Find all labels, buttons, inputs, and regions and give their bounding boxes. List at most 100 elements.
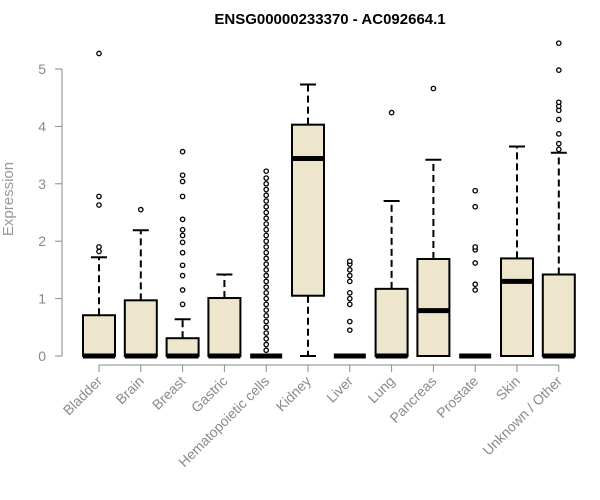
outlier-point [179,148,186,155]
outlier-point [472,260,479,266]
outlier-point [263,295,270,302]
outlier-point [263,215,270,222]
box [416,257,451,357]
outlier-point [263,175,270,181]
outlier-point [346,327,353,334]
outlier-point [179,272,186,279]
outlier-point [263,168,270,175]
outlier-point [263,198,270,204]
outlier-point [179,193,186,200]
outlier-point [96,50,102,57]
outlier-point [179,262,186,269]
box [500,257,534,358]
outlier-point [555,67,562,73]
outlier-point [263,341,270,348]
outlier-point [472,203,479,210]
outlier-point [263,307,270,313]
outlier-point [555,40,562,47]
y-tick-label: 3 [38,176,46,192]
outlier-point [472,281,479,288]
chart-title: ENSG00000233370 - AC092664.1 [214,11,445,28]
outlier-point [263,221,270,227]
outlier-point [96,248,102,255]
outlier-point [263,347,270,354]
outlier-point [96,202,102,208]
box [291,123,325,297]
outlier-point [263,226,270,233]
outlier-point [263,238,270,245]
y-tick-label: 5 [38,61,46,77]
y-tick-label: 1 [38,291,46,307]
outlier-point [346,258,353,265]
outlier-point [263,290,270,296]
outlier-point [555,99,562,106]
x-tick-label: Skin [493,373,524,404]
outlier-point [179,178,186,185]
outlier-point [263,186,270,193]
outlier-point [263,244,270,250]
outlier-point [263,318,270,325]
outlier-point [555,140,562,147]
box [541,273,576,358]
outlier-point [179,216,186,223]
x-tick-label: Kidney [273,373,315,415]
outlier-point [263,261,270,268]
x-tick-label: Liver [323,373,356,406]
outlier-point [346,278,353,285]
outlier-point [430,85,437,92]
outlier-point [263,324,270,331]
outlier-point [179,172,186,179]
x-tick-label: Breast [149,373,189,413]
outlier-point [179,287,186,293]
outlier-point [179,226,186,233]
outlier-point [137,206,144,213]
outlier-point [263,255,270,262]
outlier-point [388,109,395,116]
outlier-point [263,312,270,319]
outlier-point [179,239,186,246]
outlier-point [472,287,479,293]
x-tick-label: Unknown / Other [479,373,565,459]
outlier-point [263,284,270,290]
outlier-point [472,187,479,194]
y-tick-label: 2 [38,233,46,249]
box [165,337,200,357]
box [123,299,158,357]
y-tick-label: 4 [38,118,46,134]
box [374,287,409,358]
box [207,297,242,357]
outlier-point [555,116,562,123]
outlier-point [555,131,562,137]
outlier-point [263,249,270,256]
outlier-point [346,301,353,308]
outlier-point [263,330,270,336]
outlier-point [346,290,353,296]
outlier-point [263,203,270,210]
outlier-point [96,193,102,200]
outlier-point [346,318,353,325]
outlier-point [263,192,270,199]
outlier-point [263,335,270,342]
outlier-point [263,232,270,239]
outlier-point [263,301,270,308]
outlier-point [263,267,270,273]
y-tick-label: 0 [38,348,46,364]
x-tick-label: Bladder [60,373,106,419]
outlier-point [263,180,270,187]
outlier-point [263,272,270,279]
y-axis-label: Expression [0,162,17,236]
x-tick-label: Prostate [433,373,481,421]
outlier-point [346,295,353,302]
x-tick-label: Lung [364,373,397,406]
outlier-point [263,278,270,285]
outlier-point [555,146,562,153]
outlier-point [96,244,102,250]
outlier-point [179,232,186,239]
x-tick-label: Brain [112,373,146,407]
box [82,314,116,358]
outlier-point [346,267,353,273]
outlier-point [346,272,353,279]
outlier-point [179,301,186,308]
